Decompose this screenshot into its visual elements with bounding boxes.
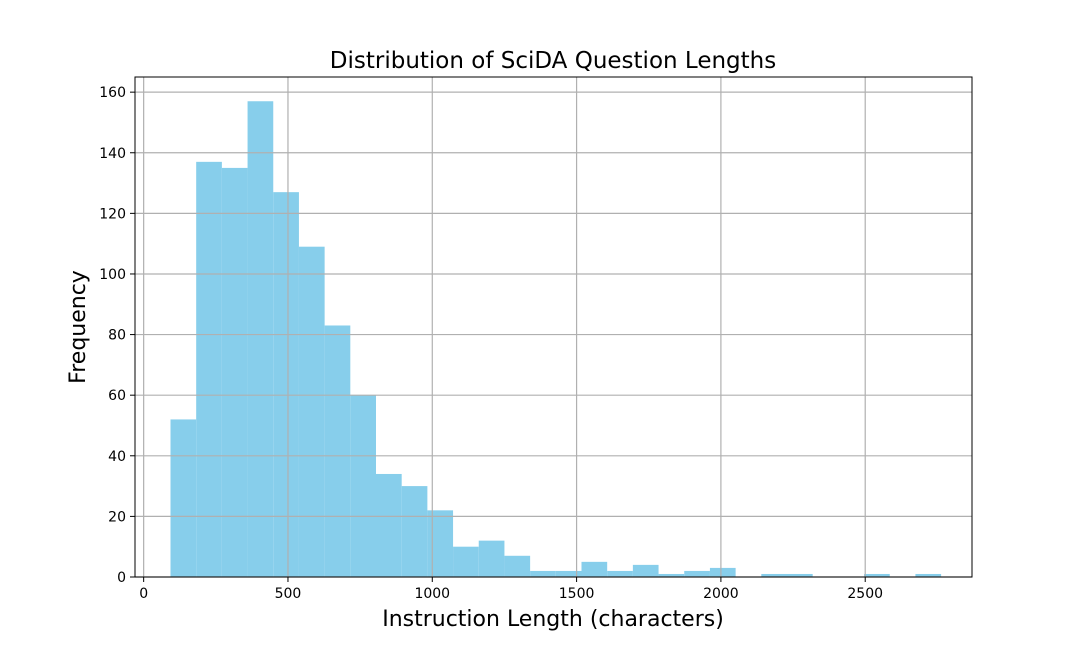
y-tick-label: 20 xyxy=(108,509,126,525)
x-tick-label: 1500 xyxy=(559,586,595,602)
histogram-bars xyxy=(170,101,942,578)
histogram-bar xyxy=(273,192,299,577)
histogram-bar xyxy=(170,419,197,577)
y-tick-label: 100 xyxy=(99,267,126,283)
y-tick-label: 80 xyxy=(108,328,126,344)
histogram-bar xyxy=(350,395,376,577)
y-tick-label: 120 xyxy=(99,206,126,222)
x-tick-label: 1000 xyxy=(414,586,450,602)
y-tick-label: 140 xyxy=(99,146,126,162)
histogram-bar xyxy=(453,546,479,577)
y-tick-label: 160 xyxy=(99,85,126,101)
histogram-bar xyxy=(375,473,402,577)
histogram-bar xyxy=(427,510,454,577)
histogram-bar xyxy=(915,573,942,577)
histogram-bar xyxy=(581,561,608,577)
x-tick-label: 2500 xyxy=(847,586,883,602)
plot-frame xyxy=(134,76,973,578)
histogram-bar xyxy=(478,540,505,577)
histogram-bar xyxy=(298,246,325,578)
histogram-bar xyxy=(786,573,813,577)
histogram-bar xyxy=(555,570,582,577)
y-tick-label: 40 xyxy=(108,449,126,465)
grid-overlay xyxy=(135,77,972,578)
x-axis-label: Instruction Length (characters) xyxy=(382,607,724,632)
histogram-bar xyxy=(221,167,248,577)
histogram-bar xyxy=(761,573,787,577)
histogram-bar xyxy=(658,573,685,577)
histogram-bar xyxy=(684,570,710,577)
x-tick-label: 500 xyxy=(275,586,302,602)
histogram-bar xyxy=(401,486,428,577)
histogram-bar xyxy=(607,570,633,577)
axis-ticks: 0 500 1000 1500 2000 2500 0 20 40 60 80 100 120 140 16… xyxy=(99,85,883,602)
x-tick-label: 2000 xyxy=(703,586,739,602)
x-tick-label: 0 xyxy=(139,586,148,602)
histogram-bar xyxy=(196,161,222,577)
y-axis-label: Frequency xyxy=(66,270,91,384)
histogram-bar xyxy=(864,573,890,577)
y-tick-label: 60 xyxy=(108,388,126,404)
histogram-bar xyxy=(504,555,531,577)
y-tick-label: 0 xyxy=(117,570,126,586)
histogram-bar xyxy=(247,101,274,577)
chart-title: Distribution of SciDA Question Lengths xyxy=(330,48,776,74)
histogram-bar xyxy=(530,570,556,577)
histogram-bar xyxy=(709,567,736,577)
histogram-bar xyxy=(632,564,659,577)
histogram-bar xyxy=(324,325,351,577)
